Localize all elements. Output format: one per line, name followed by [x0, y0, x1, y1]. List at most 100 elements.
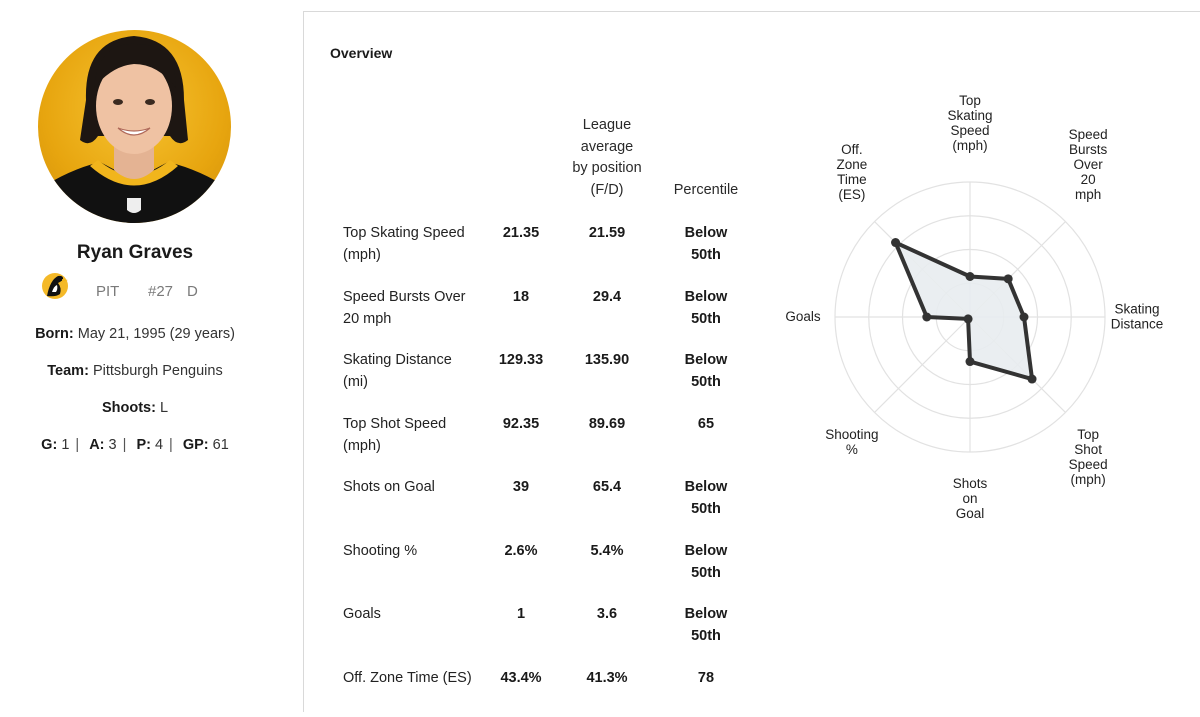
stat-row: Top Skating Speed (mph) 21.35 21.59 Below 50t… [343, 222, 763, 272]
league-header-line: by position [572, 160, 642, 176]
stat-row: Shooting % 2.6% 5.4% Below 50th [343, 540, 763, 590]
games-played-stat-value: 61 [212, 437, 229, 453]
team-value: Pittsburgh Penguins [92, 363, 223, 379]
stat-label: Top Skating Speed (mph) [343, 222, 488, 266]
player-stat-value: 39 [512, 479, 530, 495]
percentile-line: 65 [697, 415, 715, 432]
percentile-line: Below [684, 288, 728, 305]
player-stat-value: 92.35 [502, 415, 540, 432]
shoots-label: Shoots: [101, 400, 156, 416]
radar-axis-label: Shots on Goal [953, 476, 988, 521]
radar-spoke [874, 316, 971, 413]
percentile-value: Below 50th [666, 349, 746, 393]
player-stat-value: 43.4% [500, 669, 542, 686]
points-stat-label: P: [136, 437, 151, 453]
radar-point [1027, 374, 1037, 384]
radar-axis-label-line: 20 [1081, 172, 1096, 187]
stat-label-line: Shots on Goal [343, 479, 435, 495]
percentile-line: 50th [691, 564, 721, 581]
radar-player-area [893, 240, 1035, 382]
radar-axis-label-line: Goals [785, 309, 821, 324]
goals-stat-label: G: [41, 437, 58, 453]
radar-axis-label-line: Shot [1074, 442, 1102, 457]
radar-axis-label: Skating Distance [1111, 302, 1164, 332]
player-headshot [38, 30, 231, 223]
percentile-line: Below [684, 225, 728, 241]
radar-point [965, 357, 975, 367]
percentile-radar-chart: Top Skating Speed (mph) Speed Bursts Over 20 mph… [760, 93, 1200, 535]
player-stat-value: 2.6% [504, 542, 538, 559]
percentile-line: 50th [691, 501, 721, 517]
born-value: May 21, 1995 (29 years) [77, 326, 235, 342]
stat-row: Shots on Goal 39 65.4 Below 50th [343, 476, 763, 526]
league-average-value: 29.4 [592, 288, 622, 305]
games-played-stat-label: GP: [182, 437, 209, 453]
league-header-line: (F/D) [590, 181, 624, 198]
stat-divider: | [122, 437, 127, 453]
stat-label: Shooting % [343, 540, 488, 562]
radar-point [891, 238, 901, 248]
overview-panel [303, 11, 1200, 712]
stat-row: Skating Distance (mi) 129.33 135.90 Below 50t… [343, 349, 763, 399]
team-label: Team: [47, 363, 89, 379]
born-label: Born: [35, 326, 74, 342]
player-position: D [187, 283, 198, 300]
radar-axis-label-line: Time [837, 172, 867, 187]
percentile-line: 50th [691, 247, 721, 263]
stat-label-line: Skating Distance [343, 352, 452, 368]
penguins-logo-icon [42, 273, 68, 299]
percentile-value: Below 50th [666, 286, 746, 330]
radar-axis-label-line: Distance [1111, 317, 1164, 332]
radar-point [922, 312, 932, 322]
stat-divider: | [169, 437, 173, 453]
percentile-line: 50th [691, 310, 721, 327]
stat-row: Top Shot Speed (mph) 92.35 89.69 65 [343, 413, 763, 463]
stat-label-line: (mph) [343, 437, 381, 454]
born-info: Born: May 21, 1995 (29 years) [0, 326, 270, 342]
stat-label-line: (mi) [343, 374, 368, 390]
stat-label-line: Shooting % [343, 542, 418, 559]
percentile-value: Below 50th [666, 540, 746, 584]
radar-axis-label: Shooting% [825, 427, 878, 457]
radar-svg: Top Skating Speed (mph)Speed Bursts Over 20 mph… [785, 93, 1164, 521]
radar-axis-label-line: Bursts [1069, 142, 1108, 157]
league-average-value: 65.4 [592, 479, 622, 495]
league-average-value: 135.90 [584, 352, 630, 368]
radar-axis-label-line: on [962, 491, 977, 506]
shoots-info: Shoots: L [0, 400, 270, 416]
league-average-value: 21.59 [588, 225, 626, 241]
radar-axis-label-line: (ES) [838, 187, 865, 202]
stat-label-line: 20 mph [343, 310, 392, 327]
percentile-value: Below 50th [666, 476, 746, 520]
player-stat-value: 18 [512, 288, 530, 305]
player-profile: Ryan Graves PIT #27 D Born: May 21, 1995… [0, 0, 270, 707]
radar-axis-label-line: Top [1077, 427, 1099, 442]
radar-axis-label: Off. Zone Time (ES) [837, 142, 868, 202]
league-average-value: 3.6 [596, 606, 618, 622]
radar-axis-label-line: Skating [947, 108, 992, 123]
radar-axis-label-line: Goal [956, 506, 985, 521]
overview-title: Overview [330, 45, 393, 61]
assists-stat-value: 3 [108, 437, 117, 453]
league-average-value: 41.3% [586, 669, 628, 686]
radar-axis-label-line: mph [1075, 187, 1101, 202]
player-stat-value: 129.33 [498, 352, 544, 368]
team-info: Team: Pittsburgh Penguins [0, 363, 270, 379]
percentile-line: Below [684, 352, 728, 368]
stat-label: Shots on Goal [343, 476, 488, 498]
radar-axis-label-line: Over [1073, 157, 1103, 172]
stat-row: Goals 1 3.6 Below 50th [343, 603, 763, 653]
percentile-line: 50th [691, 628, 721, 644]
league-header-line: League [582, 117, 632, 133]
radar-point [963, 314, 973, 324]
stat-label: Goals [343, 603, 488, 625]
stat-label-line: Top Skating Speed [343, 225, 465, 241]
percentile-line: Below [684, 542, 728, 559]
stat-label: Skating Distance (mi) [343, 349, 488, 393]
radar-axis-label-line: (mph) [952, 138, 987, 153]
stat-label-line: Goals [343, 606, 381, 622]
stat-row: Speed Bursts Over 20 mph 18 29.4 Below 50th [343, 286, 763, 336]
goals-stat-value: 1 [61, 437, 70, 453]
percentile-value: Below 50th [666, 222, 746, 266]
team-abbreviation: PIT [96, 283, 120, 300]
